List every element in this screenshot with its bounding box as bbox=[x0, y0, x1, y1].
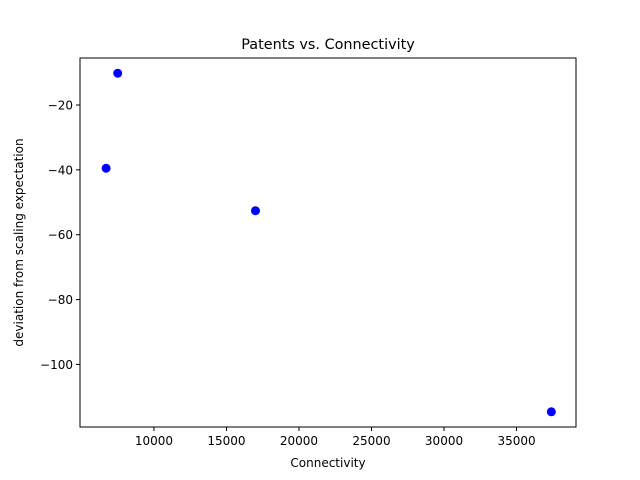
x-tick-label: 10000 bbox=[135, 434, 173, 448]
x-tick-label: 25000 bbox=[352, 434, 390, 448]
data-point bbox=[113, 69, 122, 78]
y-tick-label: −80 bbox=[48, 293, 73, 307]
y-tick-label: −40 bbox=[48, 163, 73, 177]
y-tick-label: −100 bbox=[40, 358, 73, 372]
x-tick-label: 20000 bbox=[280, 434, 318, 448]
data-point bbox=[102, 164, 111, 173]
x-axis-label: Connectivity bbox=[290, 456, 365, 470]
data-point bbox=[251, 206, 260, 215]
y-axis-label: deviation from scaling expectation bbox=[12, 138, 26, 346]
x-tick-label: 35000 bbox=[497, 434, 535, 448]
chart-title: Patents vs. Connectivity bbox=[241, 37, 415, 53]
x-tick-label: 15000 bbox=[207, 434, 245, 448]
x-tick-label: 30000 bbox=[425, 434, 463, 448]
data-point bbox=[547, 407, 556, 416]
y-tick-label: −20 bbox=[48, 99, 73, 113]
y-tick-label: −60 bbox=[48, 228, 73, 242]
